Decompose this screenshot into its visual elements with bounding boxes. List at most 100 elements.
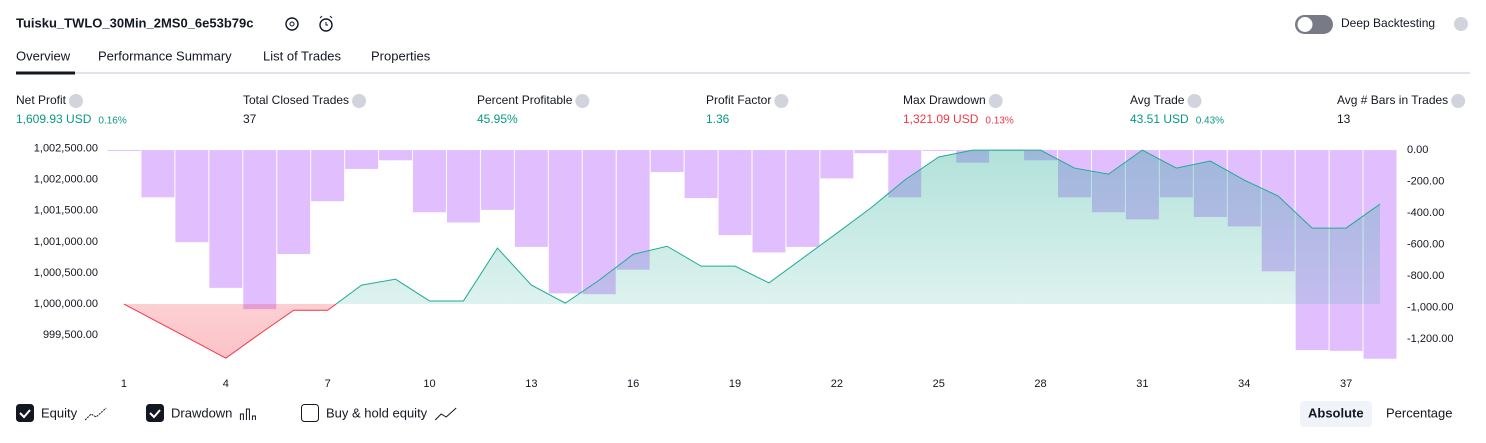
drawdown-bar	[684, 150, 718, 199]
metric-value: 13	[1337, 112, 1351, 126]
x-tick-label: 4	[223, 378, 229, 390]
metric-label: Net Profit	[16, 93, 67, 107]
y-tick-label: 1,001,500.00	[34, 205, 98, 217]
drawdown-bar	[514, 150, 548, 247]
info-icon	[575, 94, 590, 108]
x-tick-label: 19	[729, 378, 741, 390]
drawdown-bar	[141, 150, 175, 198]
info-icon	[988, 94, 1003, 108]
y2-tick-label: -1,000.00	[1407, 301, 1453, 313]
deep-backtesting-toggle[interactable]	[1295, 15, 1333, 34]
tab[interactable]: Overview	[16, 48, 71, 63]
legend-label: Drawdown	[171, 405, 232, 420]
y-tick-label: 1,002,000.00	[34, 174, 98, 186]
y-tick-label: 999,500.00	[43, 329, 98, 341]
tab[interactable]: List of Trades	[263, 48, 342, 63]
metric-label: Avg # Bars in Trades	[1337, 93, 1448, 107]
drawdown-bar	[548, 150, 582, 294]
x-tick-label: 16	[627, 378, 639, 390]
info-icon	[1187, 94, 1202, 108]
y2-tick-label: -1,200.00	[1407, 333, 1453, 345]
metric-value: 37	[243, 112, 257, 126]
drawdown-bar	[311, 150, 345, 202]
x-tick-label: 25	[933, 378, 945, 390]
mode-button[interactable]: Absolute	[1308, 405, 1364, 420]
metric-percent: 0.43%	[1196, 116, 1224, 127]
info-icon	[1451, 94, 1466, 108]
drawdown-bar	[480, 150, 514, 210]
metric-percent: 0.16%	[98, 116, 126, 127]
mode-button[interactable]: Percentage	[1386, 405, 1453, 420]
equity-line-negative	[123, 304, 337, 359]
drawdown-bar	[718, 150, 752, 236]
drawdown-bar	[107, 150, 141, 152]
alert-icon[interactable]	[319, 15, 333, 32]
x-tick-label: 13	[525, 378, 537, 390]
metric-value: 43.51 USD	[1130, 112, 1189, 126]
metric-label: Total Closed Trades	[243, 93, 349, 107]
drawdown-bar	[752, 150, 786, 253]
info-icon	[69, 94, 84, 108]
drawdown-bar	[413, 150, 446, 213]
y2-tick-label: -600.00	[1407, 238, 1444, 250]
equity-area	[336, 150, 1381, 305]
x-tick-label: 22	[831, 378, 843, 390]
drawdown-bar	[175, 150, 209, 243]
y-tick-label: 1,000,000.00	[34, 298, 98, 310]
drawdown-bar	[446, 150, 480, 223]
x-tick-label: 10	[423, 378, 435, 390]
legend-icon	[239, 408, 256, 420]
metric-value: 1,609.93 USD	[16, 112, 92, 126]
metric-label: Avg Trade	[1130, 93, 1185, 107]
drawdown-bar	[820, 150, 854, 179]
y2-tick-label: 0.00	[1407, 144, 1428, 156]
legend-icon	[434, 407, 457, 421]
y-tick-label: 1,002,500.00	[34, 143, 98, 155]
legend-icon	[84, 407, 107, 421]
metric-label: Max Drawdown	[903, 93, 986, 107]
drawdown-bar	[379, 150, 413, 161]
drawdown-bar	[650, 150, 684, 173]
tab[interactable]: Properties	[371, 48, 431, 63]
legend-label: Buy & hold equity	[326, 405, 428, 420]
check-mark	[149, 409, 161, 419]
info-icon	[774, 94, 789, 108]
y2-tick-label: -800.00	[1407, 270, 1444, 282]
drawdown-bar	[786, 150, 820, 247]
info-icon	[352, 94, 367, 108]
drawdown-bar	[922, 150, 956, 152]
check-mark	[19, 409, 31, 419]
drawdown-bar	[277, 150, 311, 254]
tab[interactable]: Performance Summary	[98, 48, 232, 63]
mode-button-bg	[1300, 401, 1372, 427]
y-tick-label: 1,000,500.00	[34, 267, 98, 279]
checkbox[interactable]	[16, 404, 34, 422]
drawdown-bar	[209, 150, 243, 288]
y2-tick-label: -200.00	[1407, 175, 1444, 187]
equity-line	[123, 149, 1381, 305]
x-tick-label: 28	[1034, 378, 1046, 390]
checkbox[interactable]	[301, 404, 319, 422]
strategy-title: Tuisku_TWLO_30Min_2MS0_6e53b79c	[16, 15, 253, 30]
metric-value: 45.95%	[477, 112, 518, 126]
drawdown-bar	[582, 150, 616, 295]
x-tick-label: 7	[325, 378, 331, 390]
x-tick-label: 34	[1238, 378, 1250, 390]
checkbox[interactable]	[146, 404, 164, 422]
drawdown-bar	[854, 150, 888, 154]
y2-tick-label: -400.00	[1407, 207, 1444, 219]
x-tick-label: 1	[121, 378, 127, 390]
drawdown-bar	[243, 150, 277, 310]
metric-value: 1.36	[706, 112, 730, 126]
metric-percent: 0.13%	[985, 116, 1013, 127]
settings-icon[interactable]	[285, 17, 299, 31]
toggle-label: Deep Backtesting	[1341, 16, 1435, 30]
y-tick-label: 1,001,000.00	[34, 236, 98, 248]
x-tick-label: 31	[1136, 378, 1148, 390]
metric-value: 1,321.09 USD	[903, 112, 979, 126]
x-tick-label: 37	[1340, 378, 1352, 390]
equity-area-negative	[123, 304, 1381, 359]
drawdown-bar	[616, 150, 650, 270]
help-icon[interactable]	[1454, 17, 1468, 31]
